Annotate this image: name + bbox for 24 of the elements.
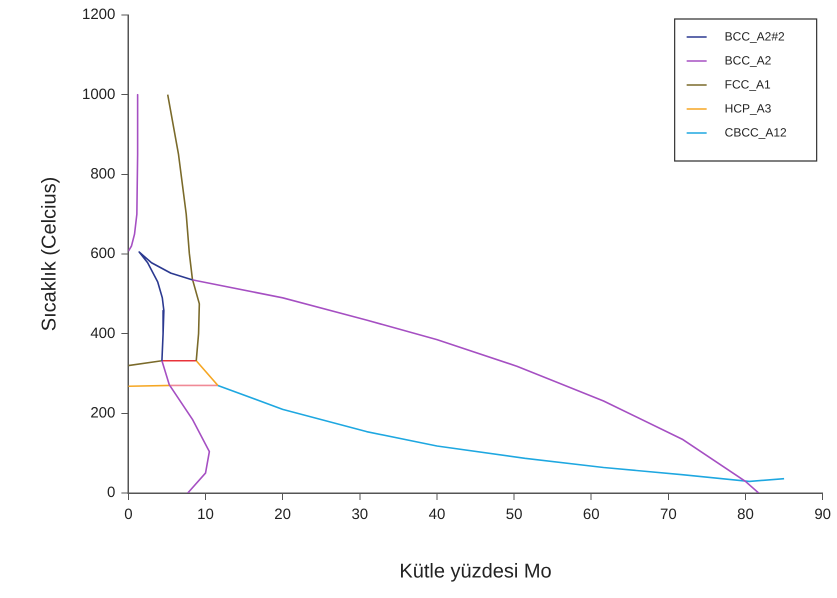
x-tick-label: 40 xyxy=(428,506,446,524)
x-tick-label: 90 xyxy=(814,506,831,524)
y-tick-label: 800 xyxy=(90,165,116,182)
y-tick-label: 400 xyxy=(90,324,116,342)
y-tick-label: 0 xyxy=(107,484,116,502)
legend-label: FCC_A1 xyxy=(724,77,771,92)
y-tick-label: 1000 xyxy=(82,86,116,103)
legend-label: CBCC_A12 xyxy=(724,125,788,140)
legend-label: HCP_A3 xyxy=(724,101,772,116)
x-tick-label: 10 xyxy=(197,506,214,524)
y-tick-label: 1200 xyxy=(82,6,116,24)
x-tick-label: 30 xyxy=(351,506,368,524)
x-tick-label: 60 xyxy=(582,506,600,524)
legend-label: BCC_A2#2 xyxy=(724,29,786,44)
x-tick-label: 20 xyxy=(274,506,291,524)
x-axis-title: Kütle yüzdesi Mo xyxy=(399,560,552,583)
x-tick-label: 70 xyxy=(660,506,677,524)
y-tick-label: 200 xyxy=(90,404,116,422)
x-tick-label: 50 xyxy=(506,506,522,524)
y-tick-label: 600 xyxy=(90,245,116,262)
x-tick-label: 0 xyxy=(124,506,133,524)
legend-label: BCC_A2 xyxy=(724,53,772,68)
x-tick-label: 80 xyxy=(737,506,754,524)
y-axis-title: Sıcaklık (Celcius) xyxy=(38,176,61,332)
